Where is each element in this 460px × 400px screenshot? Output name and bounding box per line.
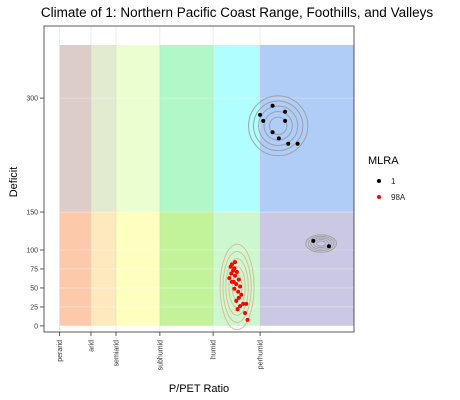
point	[231, 268, 236, 273]
density-contours	[219, 95, 337, 331]
point	[261, 118, 266, 123]
point	[238, 304, 243, 309]
contour-ring	[253, 100, 304, 152]
x-tick-label: perhumid	[258, 340, 265, 369]
contour-ring	[225, 258, 249, 316]
point	[326, 244, 331, 249]
contour-ring	[316, 240, 327, 247]
data-points	[227, 103, 331, 322]
point	[245, 317, 250, 322]
legend: MLRA 1 98A	[368, 155, 406, 202]
y-tick-label: 150	[26, 210, 38, 217]
chart-title: Climate of 1: Northern Pacific Coast Ran…	[41, 5, 433, 20]
point	[283, 118, 288, 123]
point	[235, 307, 240, 312]
point	[258, 112, 263, 117]
point	[276, 136, 281, 141]
point	[283, 109, 288, 114]
point	[239, 292, 244, 297]
x-axis-title: P/PET Ratio	[169, 383, 229, 395]
y-tick-label: 75	[30, 266, 38, 273]
contour-ring	[310, 237, 332, 250]
x-tick-label: perarid	[57, 340, 64, 362]
y-tick-label: 25	[30, 304, 38, 311]
x-axis-ticks: perarid arid semiarid subhumid humid perhumid	[57, 332, 265, 370]
legend-key	[377, 179, 381, 183]
x-tick-label: humid	[211, 340, 218, 359]
point	[236, 277, 241, 282]
y-tick-label: 50	[30, 285, 38, 292]
point	[236, 289, 241, 294]
legend-label: 1	[391, 177, 396, 186]
point	[241, 301, 246, 306]
point	[227, 276, 232, 281]
point	[236, 295, 241, 300]
contour-ring	[222, 251, 252, 324]
zone-upper	[213, 44, 261, 213]
point	[244, 301, 249, 306]
zone-upper	[260, 44, 354, 213]
point	[232, 286, 237, 291]
contour-ring	[248, 95, 309, 157]
y-axis-title: Deficit	[8, 167, 20, 198]
y-axis-ticks: 0 25 50 75 100 150 300	[26, 96, 44, 330]
point	[228, 264, 233, 269]
background-zones	[59, 44, 354, 326]
contour-ring	[305, 234, 337, 253]
contour-ring	[258, 105, 299, 147]
contour-ring	[219, 243, 255, 331]
contour-ring	[268, 116, 288, 136]
point	[233, 273, 238, 278]
point	[270, 130, 275, 135]
point	[295, 141, 300, 146]
plot-border	[43, 25, 355, 333]
grid	[44, 26, 354, 332]
legend-label: 98A	[391, 193, 406, 202]
point	[233, 260, 238, 265]
legend-title: MLRA	[368, 155, 399, 167]
x-tick-label: semiarid	[114, 340, 121, 367]
y-tick-label: 300	[26, 96, 38, 103]
point	[234, 298, 239, 303]
x-tick-label: arid	[88, 340, 95, 352]
zone-upper	[116, 44, 160, 213]
zone-upper	[59, 44, 91, 213]
point	[286, 141, 291, 146]
point	[243, 311, 248, 316]
point	[234, 282, 239, 287]
point	[229, 279, 234, 284]
legend-key	[377, 195, 381, 199]
point	[229, 271, 234, 276]
point	[238, 284, 243, 289]
point	[270, 103, 275, 108]
zone-upper	[159, 44, 214, 213]
zone-upper	[90, 44, 117, 213]
x-tick-label: subhumid	[157, 340, 164, 370]
contour-ring	[307, 235, 335, 252]
y-tick-label: 100	[26, 247, 38, 254]
y-tick-label: 0	[34, 323, 38, 330]
contour-ring	[313, 238, 329, 249]
point	[234, 270, 239, 275]
point	[311, 238, 316, 243]
